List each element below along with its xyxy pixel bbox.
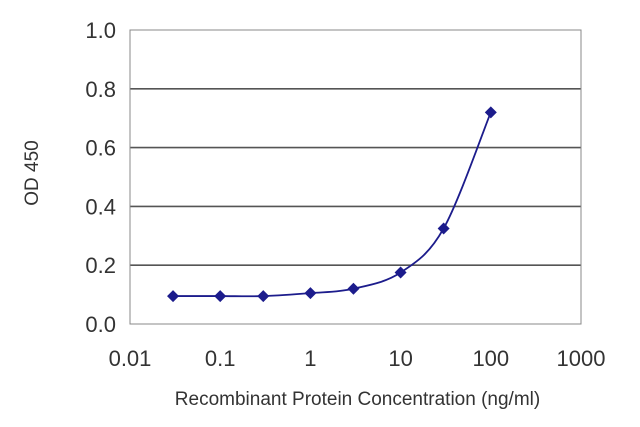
data-point <box>214 290 227 303</box>
y-tick-label: 0.8 <box>85 77 116 102</box>
data-point <box>257 290 270 303</box>
data-point <box>394 266 407 279</box>
x-tick-label: 100 <box>472 346 509 371</box>
data-point <box>437 222 450 235</box>
y-tick-label: 0.2 <box>85 253 116 278</box>
y-tick-label: 0.6 <box>85 136 116 161</box>
x-axis-ticks: 0.01 0.1 1 10 100 1000 <box>109 346 606 371</box>
x-tick-label: 0.1 <box>205 346 236 371</box>
data-point <box>167 290 180 303</box>
y-axis-title: OD 450 <box>22 140 43 205</box>
x-axis-title: Recombinant Protein Concentration (ng/ml… <box>175 389 540 410</box>
series-line <box>173 111 492 298</box>
y-tick-label: 0.0 <box>85 312 116 337</box>
x-tick-label: 1000 <box>557 346 606 371</box>
grid-lines <box>130 88 581 267</box>
plot-area <box>129 29 582 325</box>
data-point <box>347 282 360 295</box>
data-point <box>484 106 497 119</box>
y-axis-ticks: 0.0 0.2 0.4 0.6 0.8 1.0 <box>85 18 116 337</box>
y-tick-label: 0.4 <box>85 194 116 219</box>
x-tick-label: 1 <box>304 346 316 371</box>
data-point <box>304 287 317 300</box>
x-tick-label: 10 <box>388 346 412 371</box>
y-tick-label: 1.0 <box>85 18 116 43</box>
data-markers <box>167 106 497 303</box>
x-tick-label: 0.01 <box>109 346 152 371</box>
